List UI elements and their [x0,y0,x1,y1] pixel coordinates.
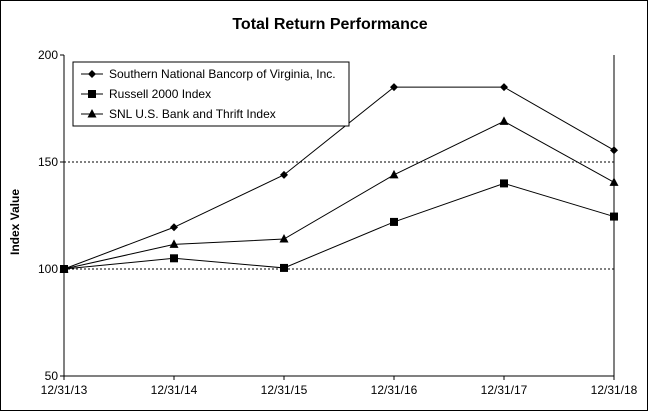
series-0-point-1 [170,223,178,232]
legend-marker-1 [88,90,96,98]
legend-box [72,61,350,127]
series-2-point-3 [389,169,399,179]
series-2-point-2 [279,234,289,243]
series-line-1 [63,182,615,270]
x-tick-label-1: 12/31/14 [151,383,198,397]
series-1-point-4 [500,179,508,188]
series-2-point-4 [499,116,509,125]
x-tick-label-2: 12/31/15 [261,383,308,397]
legend-label-0: Southern National Bancorp of Virginia, I… [109,67,336,81]
y-axis-label: Index Value [8,189,22,255]
legend-label-1: Russell 2000 Index [109,87,211,101]
series-2-point-1 [169,239,179,248]
series-2-point-0 [59,264,69,273]
y-tick-label-150: 150 [38,155,58,169]
x-tick-label-5: 12/31/18 [591,383,638,397]
x-tick-label-0: 12/31/13 [41,383,88,397]
y-tick-label-200: 200 [38,48,58,62]
series-line-0 [63,86,615,270]
y-tick-label-100: 100 [38,262,58,276]
series-1-point-2 [280,263,288,272]
series-1-point-3 [390,217,398,226]
legend-label-2: SNL U.S. Bank and Thrift Index [109,107,276,121]
series-0-point-2 [280,170,288,179]
chart-title: Total Return Performance [232,16,427,33]
series-1-point-5 [610,212,618,221]
x-tick-label-3: 12/31/16 [371,383,418,397]
series-0-point-4 [500,83,508,92]
series-line-2 [63,120,615,270]
y-tick-label-50: 50 [45,369,59,383]
series-0-point-3 [390,83,398,92]
legend-marker-2 [87,109,97,118]
series-1-point-1 [170,254,178,263]
x-tick-label-4: 12/31/17 [481,383,528,397]
series-0-point-5 [610,146,618,155]
legend-marker-0 [88,70,96,78]
series-2-point-5 [609,177,619,186]
plot-area: 50 100 150 200 12/31/13 12/31/14 12/31/15 12/31… [38,48,638,397]
